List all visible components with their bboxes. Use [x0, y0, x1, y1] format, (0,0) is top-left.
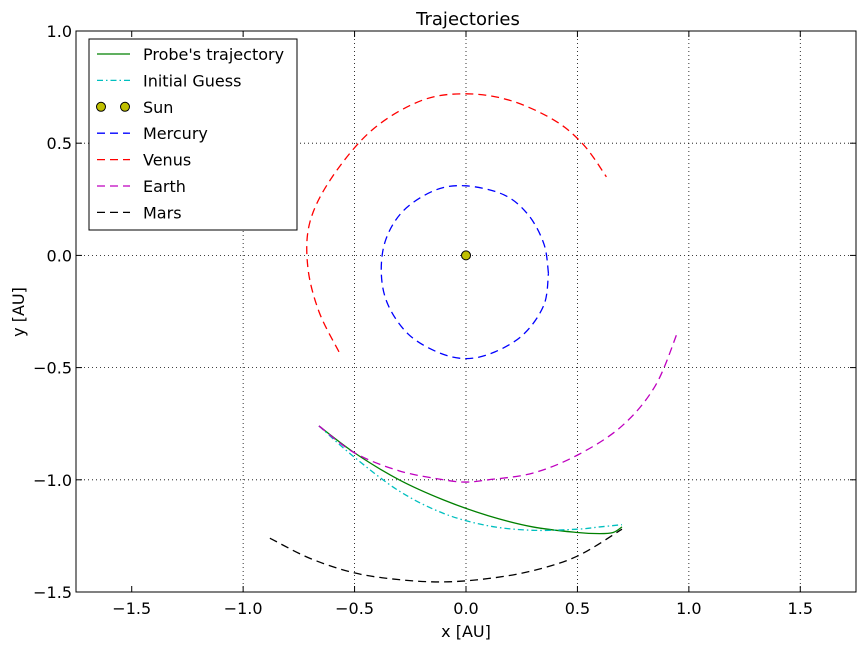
mars-line — [269, 528, 623, 583]
y-tick-label: −0.5 — [33, 359, 72, 378]
x-tick-label: 0.0 — [453, 599, 478, 618]
chart-title: Trajectories — [415, 9, 520, 30]
y-tick-label: 1.0 — [47, 22, 72, 41]
y-tick-label: 0.5 — [47, 134, 72, 153]
x-tick-label: −0.5 — [335, 599, 374, 618]
mercury-line — [380, 184, 550, 360]
x-tick-label: 1.0 — [676, 599, 701, 618]
legend-mercury-label: Mercury — [143, 124, 208, 143]
legend-initial-guess-label: Initial Guess — [143, 71, 241, 90]
y-tick-label: 0.0 — [47, 246, 72, 265]
x-tick-label: −1.0 — [224, 599, 263, 618]
y-axis-label: y [AU] — [9, 287, 28, 337]
earth-line — [318, 331, 679, 483]
y-tick-label: −1.5 — [33, 583, 72, 602]
x-axis-label: x [AU] — [441, 622, 491, 641]
legend-mars-label: Mars — [143, 203, 182, 222]
series-layer — [269, 93, 679, 583]
legend-sun-label: Sun — [143, 98, 173, 117]
ticks: −1.5 −1.0 −0.5 0.0 0.5 1.0 1.5 −1.5 −1.0 −0.5 0.0 0… — [33, 22, 856, 618]
initial-guess-line — [318, 425, 623, 532]
probe-s-trajectory-line — [318, 425, 623, 535]
legend-earth-label: Earth — [143, 177, 186, 196]
x-tick-label: 1.5 — [788, 599, 813, 618]
legend: Probe's trajectory Initial Guess Sun Mercur… — [88, 38, 298, 231]
grid — [76, 31, 856, 592]
x-tick-label: −1.5 — [112, 599, 151, 618]
x-tick-label: 0.5 — [565, 599, 590, 618]
legend-box — [88, 38, 298, 231]
legend-venus-label: Venus — [143, 151, 191, 170]
venus-line — [306, 93, 607, 353]
sun-marker — [461, 250, 471, 261]
legend-sun-marker — [120, 101, 130, 112]
legend-probe-s-trajectory-label: Probe's trajectory — [143, 45, 284, 64]
y-tick-label: −1.0 — [33, 471, 72, 490]
legend-sun-marker — [96, 101, 106, 112]
